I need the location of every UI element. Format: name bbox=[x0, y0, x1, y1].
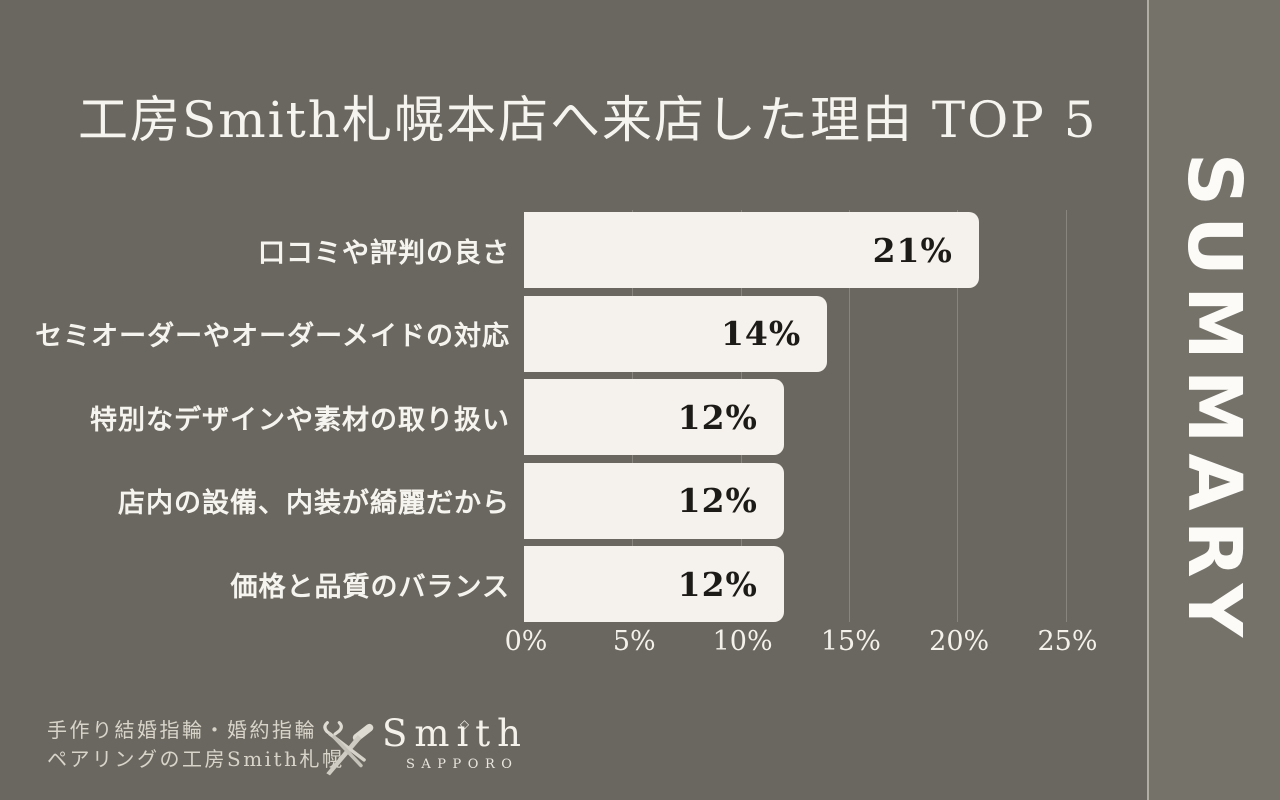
category-label: 口コミや評判の良さ bbox=[258, 237, 510, 269]
bar: 12% bbox=[524, 379, 784, 456]
crossed-tools-icon bbox=[323, 721, 374, 776]
smith-logo: Smı ◇ th SAPPORO bbox=[316, 714, 528, 780]
bar: 21% bbox=[524, 212, 979, 288]
bar-value-label: 12% bbox=[677, 397, 758, 437]
logo-name-post: th bbox=[475, 712, 528, 755]
x-tick-label: 0% bbox=[504, 626, 548, 657]
logo-name-pre: Sm bbox=[382, 712, 457, 755]
x-tick-label: 10% bbox=[712, 626, 773, 657]
logo-dotless-i: ı bbox=[456, 712, 476, 755]
bar: 12% bbox=[524, 546, 784, 623]
logo-text: Smı ◇ th SAPPORO bbox=[382, 714, 528, 773]
gridline bbox=[848, 210, 850, 622]
logo-subtitle: SAPPORO bbox=[406, 757, 519, 772]
footer-tagline: 手作り結婚指輪・婚約指輪 ペアリングの工房Smith札幌 bbox=[47, 716, 344, 774]
bar: 12% bbox=[524, 462, 784, 539]
gridline bbox=[957, 210, 959, 622]
logo-name: Smı ◇ th bbox=[382, 714, 528, 754]
footer-tagline-line2: ペアリングの工房Smith札幌 bbox=[47, 747, 345, 771]
page-title: 工房Smith札幌本店へ来店した理由 TOP 5 bbox=[78, 91, 1098, 149]
x-tick-label: 25% bbox=[1037, 626, 1098, 657]
logo-letter-i: ı ◇ bbox=[456, 714, 475, 754]
gridline bbox=[1065, 210, 1067, 622]
summary-panel: SUMMARY bbox=[1149, 0, 1280, 800]
bar-chart: 21% 14% 12% 12% 12% bbox=[524, 210, 1070, 624]
bar-value-label: 14% bbox=[720, 314, 802, 354]
category-label: 店内の設備、内装が綺麗だから bbox=[118, 488, 510, 520]
x-tick-label: 20% bbox=[929, 626, 990, 657]
category-label: セミオーダーやオーダーメイドの対応 bbox=[35, 321, 510, 353]
category-label: 特別なデザインや素材の取り扱い bbox=[90, 404, 510, 436]
category-label: 価格と品質のバランス bbox=[230, 571, 510, 603]
summary-vertical-label: SUMMARY bbox=[1171, 152, 1258, 648]
footer-tagline-line1: 手作り結婚指輪・婚約指輪 bbox=[47, 718, 317, 742]
x-tick-label: 15% bbox=[820, 626, 881, 657]
vertical-divider bbox=[1147, 0, 1149, 800]
bar-value-label: 12% bbox=[677, 481, 758, 521]
bar-value-label: 21% bbox=[872, 230, 953, 270]
diamond-icon: ◇ bbox=[459, 717, 470, 731]
bar: 14% bbox=[524, 295, 828, 372]
x-tick-label: 5% bbox=[612, 626, 656, 657]
bar-value-label: 12% bbox=[677, 564, 758, 604]
